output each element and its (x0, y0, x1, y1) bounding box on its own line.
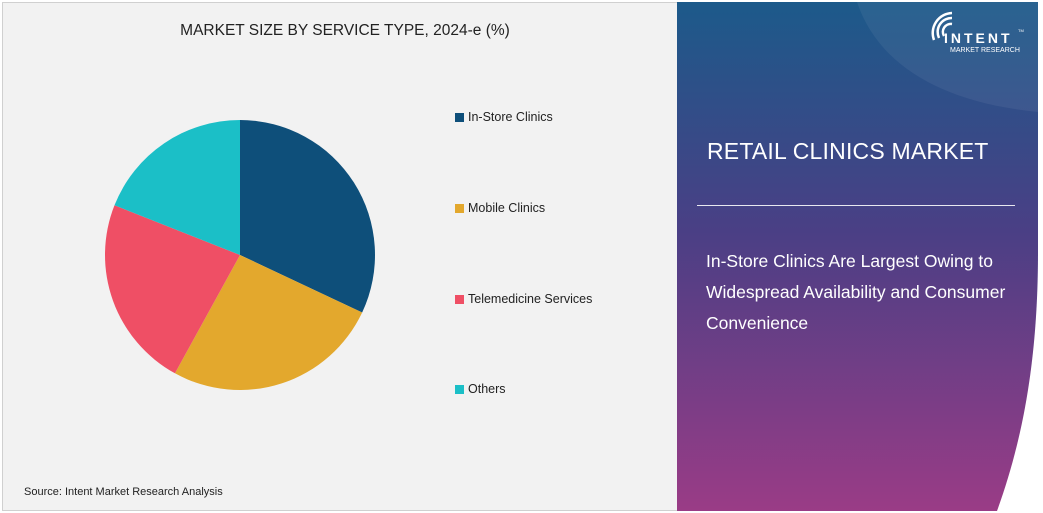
legend-item: In-Store Clinics (455, 110, 553, 124)
legend-swatch (455, 294, 464, 304)
legend-swatch (455, 203, 464, 213)
svg-text:MARKET RESEARCH: MARKET RESEARCH (950, 47, 1020, 54)
signal-icon (931, 11, 953, 41)
source-note: Source: Intent Market Research Analysis (24, 486, 223, 498)
pie-slice-others (114, 119, 240, 255)
pie-chart (104, 119, 375, 390)
legend-label: Mobile Clinics (468, 201, 546, 215)
svg-text:TM: TM (1018, 28, 1024, 33)
legend-item: Others (455, 382, 506, 396)
legend-item: Telemedicine Services (455, 292, 592, 306)
report-title: RETAIL CLINICS MARKET (707, 138, 989, 164)
intent-logo: INTENT TM MARKET RESEARCH (931, 11, 1024, 54)
title-panel-background (677, 2, 1038, 511)
divider (697, 205, 1015, 206)
report-subtitle: In-Store Clinics Are Largest Owing to Wi… (706, 251, 1006, 333)
legend-item: Mobile Clinics (455, 201, 545, 215)
chart-title: MARKET SIZE BY SERVICE TYPE, 2024-e (%) (180, 22, 510, 39)
pie-slice-in-store-clinics (240, 120, 375, 313)
legend-label: In-Store Clinics (468, 110, 553, 124)
legend-label: Others (468, 382, 506, 396)
legend-label: Telemedicine Services (468, 292, 593, 306)
legend-swatch (455, 112, 464, 122)
legend-swatch (455, 384, 464, 394)
pie-slice-mobile-clinics (174, 255, 363, 390)
svg-text:INTENT: INTENT (944, 30, 1013, 46)
pie-slice-telemedicine-services (104, 205, 240, 374)
